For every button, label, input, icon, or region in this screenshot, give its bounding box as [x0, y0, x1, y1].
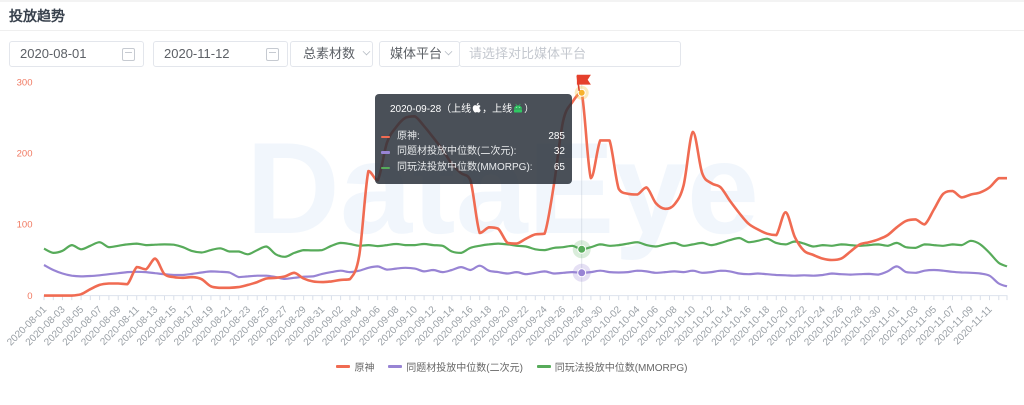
svg-text:0: 0 — [27, 291, 32, 302]
svg-text:100: 100 — [17, 220, 33, 231]
svg-text:200: 200 — [17, 149, 33, 160]
svg-text:300: 300 — [17, 77, 33, 88]
